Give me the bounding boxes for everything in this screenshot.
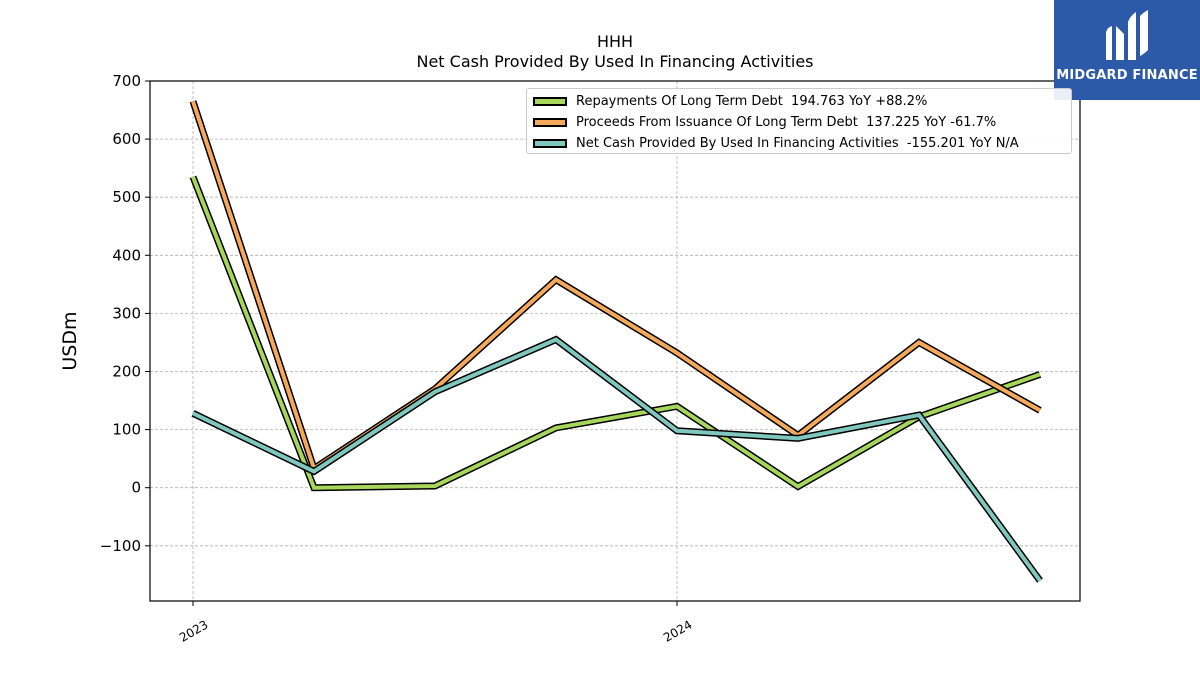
midgard-finance-logo: MIDGARD FINANCE [1054,0,1200,100]
x-tick-label: 2023 [177,617,210,644]
chart-legend: Repayments Of Long Term Debt 194.763 YoY… [526,88,1072,154]
logo-mark-icon [1106,10,1148,60]
legend-swatch-repayments [533,96,567,106]
legend-item-net-cash: Net Cash Provided By Used In Financing A… [533,133,1019,153]
y-tick-label: −100 [100,537,141,555]
legend-swatch-proceeds [533,117,567,127]
legend-label-proceeds: Proceeds From Issuance Of Long Term Debt… [576,114,997,130]
x-tick-label: 2024 [661,617,694,644]
y-tick-label: 400 [112,246,141,264]
chart-title-ticker: HHH [596,32,634,51]
y-tick-label: 100 [112,421,141,439]
y-tick-label: 200 [112,363,141,381]
y-axis-label: USDm [59,311,81,370]
legend-item-repayments: Repayments Of Long Term Debt 194.763 YoY… [533,91,927,111]
chart-title: Net Cash Provided By Used In Financing A… [416,52,814,71]
series-line-repayments [191,176,1041,490]
legend-label-net-cash: Net Cash Provided By Used In Financing A… [576,135,1019,151]
series-line-net-cash [192,337,1042,582]
y-tick-label: 700 [112,72,141,90]
y-tick-label: 300 [112,304,141,322]
y-tick-label: 500 [112,188,141,206]
y-tick-label: 0 [131,479,141,497]
series-outline-repayments [189,175,1042,492]
legend-item-proceeds: Proceeds From Issuance Of Long Term Debt… [533,112,996,132]
series-outline-net-cash [191,335,1043,583]
plot-frame [149,80,1081,602]
legend-label-repayments: Repayments Of Long Term Debt 194.763 YoY… [576,93,928,109]
legend-swatch-net-cash [533,138,567,148]
y-tick-label: 600 [112,130,141,148]
logo-text: MIDGARD FINANCE [1056,68,1198,83]
